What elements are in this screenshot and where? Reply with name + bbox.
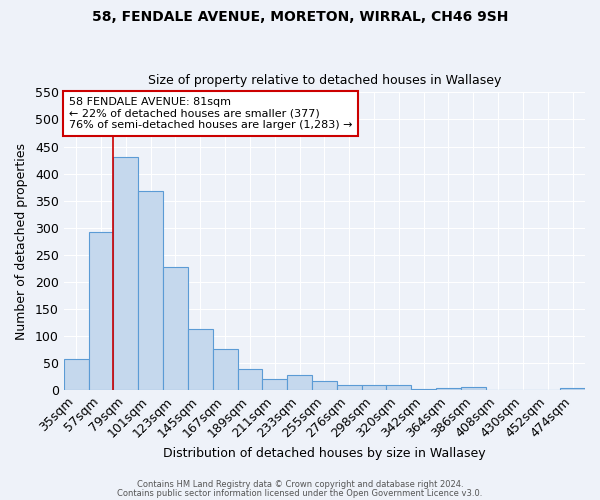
Bar: [362, 385, 386, 390]
Text: Contains public sector information licensed under the Open Government Licence v3: Contains public sector information licen…: [118, 488, 482, 498]
Text: 58, FENDALE AVENUE, MORETON, WIRRAL, CH46 9SH: 58, FENDALE AVENUE, MORETON, WIRRAL, CH4…: [92, 10, 508, 24]
Bar: [238, 369, 262, 390]
Bar: [64, 360, 89, 390]
Bar: [461, 387, 486, 390]
Bar: [213, 349, 238, 391]
Bar: [436, 388, 461, 390]
Bar: [386, 385, 411, 390]
Bar: [287, 374, 312, 390]
Text: Contains HM Land Registry data © Crown copyright and database right 2024.: Contains HM Land Registry data © Crown c…: [137, 480, 463, 489]
Bar: [262, 379, 287, 390]
Bar: [188, 329, 213, 390]
Text: 58 FENDALE AVENUE: 81sqm
← 22% of detached houses are smaller (377)
76% of semi-: 58 FENDALE AVENUE: 81sqm ← 22% of detach…: [69, 97, 353, 130]
X-axis label: Distribution of detached houses by size in Wallasey: Distribution of detached houses by size …: [163, 447, 486, 460]
Y-axis label: Number of detached properties: Number of detached properties: [15, 143, 28, 340]
Bar: [89, 232, 113, 390]
Bar: [560, 388, 585, 390]
Bar: [411, 388, 436, 390]
Bar: [113, 158, 138, 390]
Bar: [312, 380, 337, 390]
Bar: [138, 192, 163, 390]
Bar: [163, 268, 188, 390]
Bar: [337, 386, 362, 390]
Title: Size of property relative to detached houses in Wallasey: Size of property relative to detached ho…: [148, 74, 501, 87]
